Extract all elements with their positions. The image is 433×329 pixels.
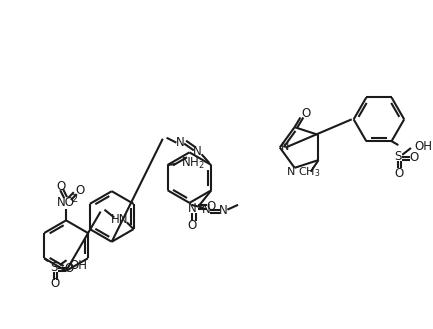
Text: N: N	[281, 142, 289, 153]
Text: O: O	[207, 200, 216, 213]
Text: O: O	[187, 219, 197, 232]
Text: O: O	[65, 263, 74, 275]
Text: O: O	[302, 107, 311, 120]
Text: CH$_3$: CH$_3$	[297, 166, 320, 180]
Text: S: S	[394, 150, 402, 163]
Text: N: N	[176, 136, 184, 149]
Text: HN: HN	[111, 213, 129, 226]
Text: N: N	[219, 204, 228, 217]
Text: N: N	[194, 145, 202, 158]
Text: NO: NO	[57, 196, 75, 209]
Text: O: O	[395, 167, 404, 180]
Text: N: N	[187, 202, 196, 215]
Text: O: O	[57, 180, 66, 193]
Text: 2: 2	[72, 194, 78, 204]
Text: O: O	[50, 277, 59, 290]
Text: OH: OH	[415, 139, 433, 153]
Text: S: S	[50, 262, 58, 274]
Text: N: N	[287, 167, 295, 177]
Text: OH: OH	[69, 259, 87, 271]
Text: N: N	[202, 203, 210, 216]
Text: O: O	[75, 184, 84, 197]
Text: NH$_2$: NH$_2$	[181, 156, 205, 171]
Text: O: O	[409, 151, 419, 164]
